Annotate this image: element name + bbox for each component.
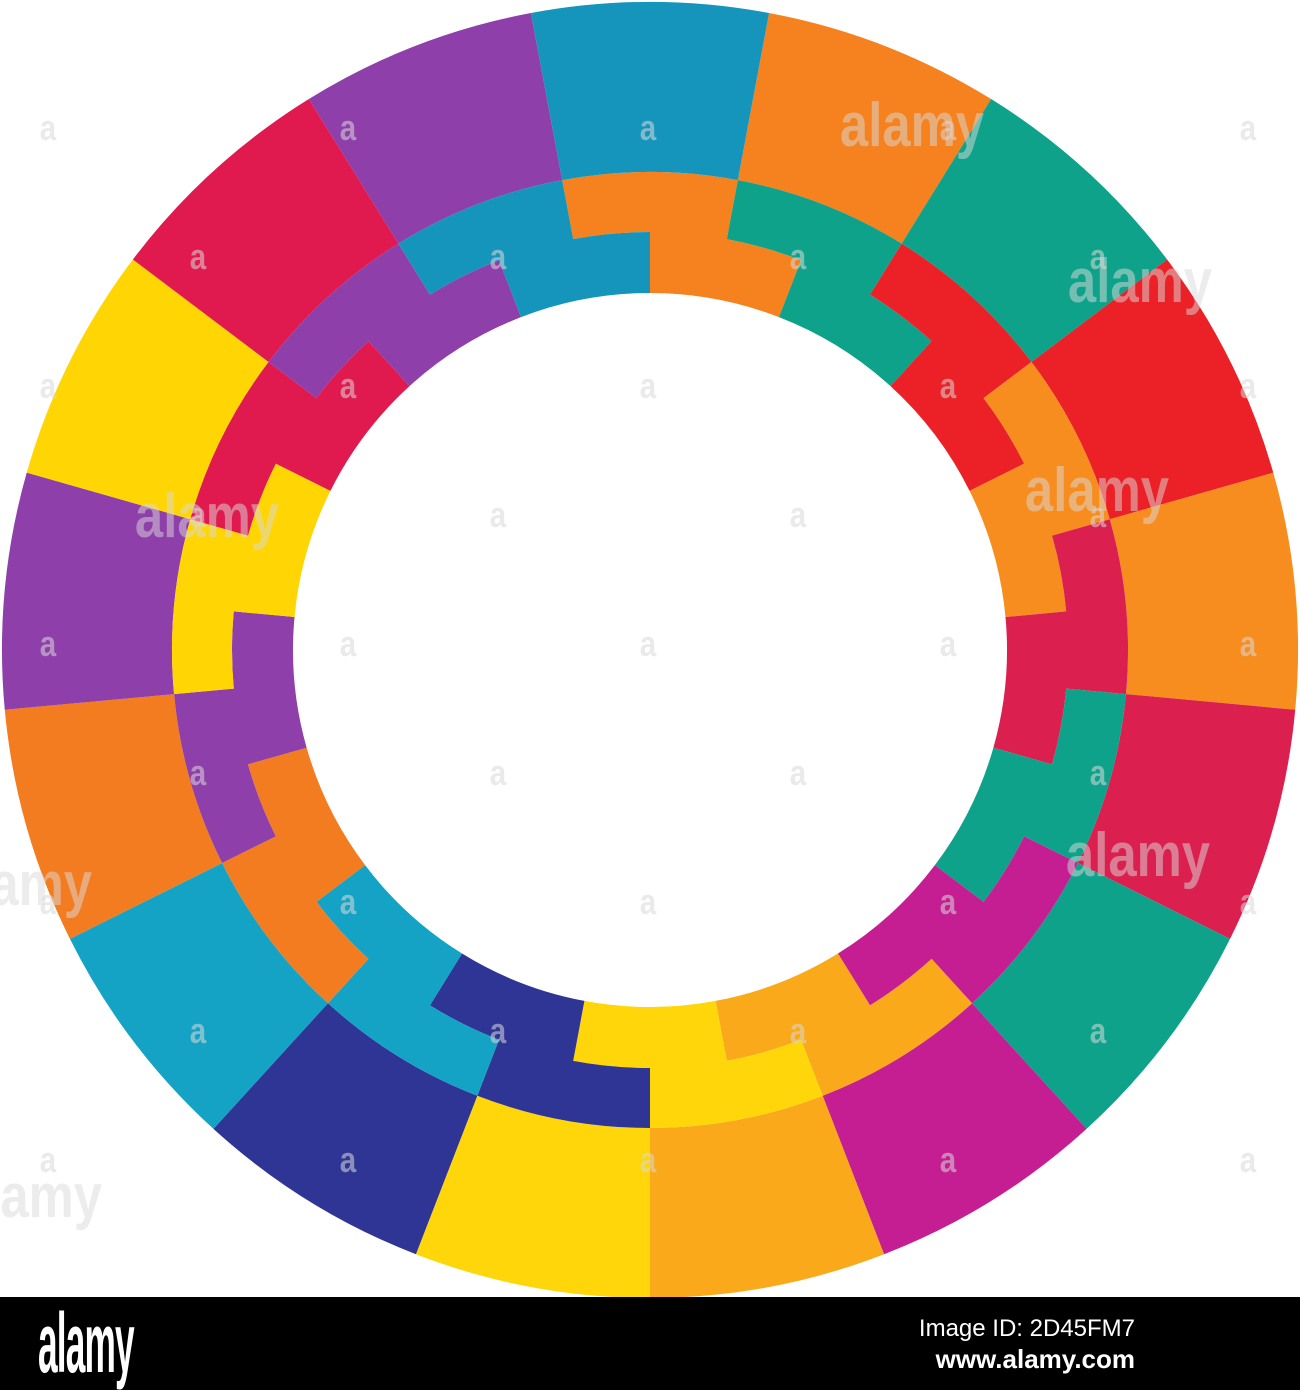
puzzle-piece-orange-right [969,361,1299,710]
watermark-a-glyph: a [1090,1010,1107,1050]
footer-info: Image ID: 2D45FM7 www.alamy.com [919,1314,1135,1374]
watermark-a-glyph: a [1090,752,1107,792]
puzzle-piece-orange-left [4,694,369,1004]
puzzle-piece-teal-green [726,99,1168,387]
watermark-a-glyph: a [490,752,507,792]
watermark-a-glyph: a [940,881,957,921]
watermark-a-glyph: a [190,1010,207,1050]
watermark-a-glyph: a [340,881,357,921]
watermark-a-glyph: a [1240,881,1257,921]
website-label: www.alamy.com [935,1343,1135,1374]
watermark-a-glyph: a [490,236,507,276]
watermark-a-glyph: a [490,494,507,534]
watermark-alamy-text: alamy [1066,821,1211,890]
puzzle-piece-purple-topleft [268,13,563,399]
watermark-a-glyph: a [790,494,807,534]
watermark-a-glyph: a [790,1010,807,1050]
watermark-a-glyph: a [40,881,57,921]
watermark-a-glyph: a [640,365,657,405]
watermark-a-glyph: a [340,1139,357,1179]
watermark-a-glyph: a [640,623,657,663]
puzzle-piece-cyan-bottom [69,863,500,1129]
watermark-a-glyph: a [340,365,357,405]
watermark-a-glyph: a [190,752,207,792]
watermark-alamy-text: alamy [1068,247,1213,316]
puzzle-piece-crimson-left [132,99,410,536]
watermark-a-glyph: a [40,107,57,147]
watermark-a-glyph: a [640,1139,657,1179]
watermark-alamy-text: alamy [0,850,92,919]
watermark-a-glyph: a [40,365,57,405]
watermark-a-glyph: a [1090,236,1107,276]
watermark-a-glyph: a [1240,623,1257,663]
puzzle-piece-indigo [213,953,650,1255]
watermark-alamy-text: alamy [0,1162,102,1231]
watermark-a-glyph: a [1240,1139,1257,1179]
watermark-a-glyph: a [790,752,807,792]
puzzle-piece-amber [650,953,973,1298]
footer-bar: alamy Image ID: 2D45FM7 www.alamy.com [0,1297,1300,1390]
image-id-label: Image ID: 2D45FM7 [918,1314,1135,1342]
watermark-a-glyph: a [1090,494,1107,534]
puzzle-piece-cyan-topleft [398,1,770,318]
puzzle-piece-red [870,243,1274,520]
watermark-a-glyph: a [640,881,657,921]
puzzle-piece-teal-green-2 [934,688,1231,1129]
watermark-a-glyph: a [190,494,207,534]
watermark-a-glyph: a [1240,107,1257,147]
puzzle-piece-orange-top [562,13,992,318]
watermark-alamy-text: alamy [1025,456,1170,525]
watermark-a-glyph: a [790,236,807,276]
watermark-a-glyph: a [40,623,57,663]
watermark-alamy-text: alamy [135,482,280,551]
puzzle-piece-purple-left [1,472,307,864]
watermark-a-glyph: a [190,236,207,276]
puzzle-piece-yellow-bottom [415,1000,823,1298]
watermark-a-glyph: a [940,623,957,663]
alamy-logo: alamy [38,1296,135,1390]
puzzle-piece-yellow-left [26,259,331,695]
watermark-a-glyph: a [40,1139,57,1179]
watermark-a-glyph: a [940,107,957,147]
puzzle-piece-crimson-right [993,519,1296,939]
watermark-a-glyph: a [490,1010,507,1050]
watermark-a-glyph: a [940,365,957,405]
puzzle-piece-magenta [822,836,1087,1255]
watermark-a-glyph: a [640,107,657,147]
watermark-a-glyph: a [940,1139,957,1179]
watermark-alamy-text: alamy [840,91,985,160]
watermark-a-glyph: a [1240,365,1257,405]
watermark-a-glyph: a [340,107,357,147]
watermark-a-glyph: a [340,623,357,663]
